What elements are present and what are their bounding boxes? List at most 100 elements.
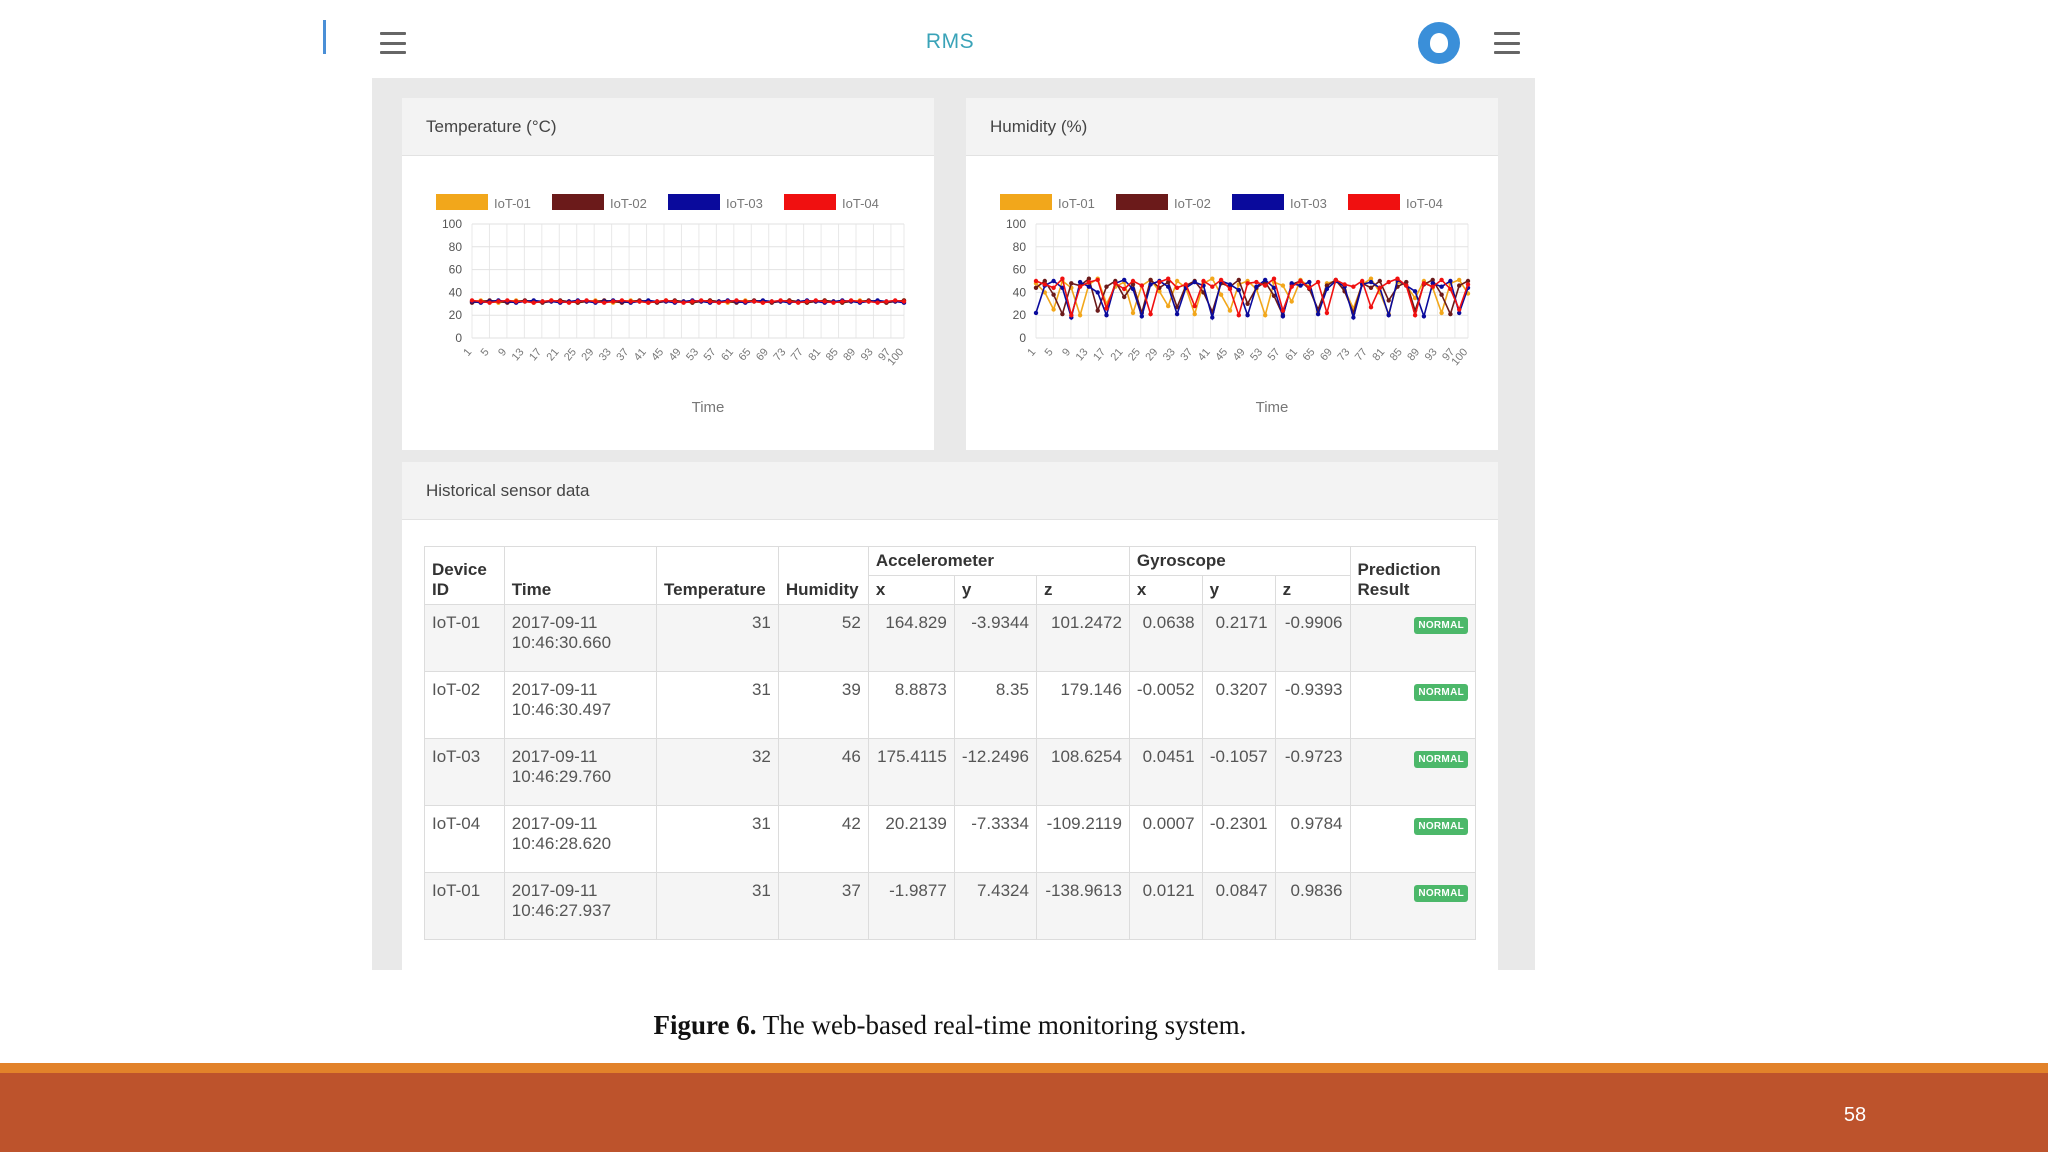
data-point (610, 299, 616, 304)
data-point (1236, 287, 1241, 293)
data-point (1307, 285, 1312, 290)
data-point (1227, 282, 1233, 287)
data-point (1351, 284, 1356, 289)
data-point (1439, 310, 1444, 316)
legend-swatch[interactable] (1232, 194, 1284, 210)
cell-time: 2017-09-11 10:46:29.760 (503, 738, 658, 806)
data-point (734, 298, 739, 303)
col-temperature[interactable]: Temperature (656, 546, 779, 605)
data-point (1395, 276, 1400, 281)
cell-device-id: IoT-02 (424, 671, 505, 739)
data-point (1368, 279, 1374, 285)
col-accel-x[interactable]: x (867, 575, 955, 605)
data-point (1377, 278, 1382, 284)
cell-accel-x: 20.2139 (867, 805, 955, 873)
cell-accel-z: -109.2119 (1035, 805, 1130, 873)
data-point (1122, 277, 1127, 283)
legend-label[interactable]: IoT-02 (1174, 196, 1211, 211)
data-point (1051, 307, 1056, 312)
col-gyro-y[interactable]: y (1201, 575, 1276, 605)
x-tick-label: 53 (684, 346, 701, 363)
col-time[interactable]: Time (503, 546, 658, 605)
legend-label[interactable]: IoT-04 (1406, 196, 1443, 211)
status-badge: NORMAL (1414, 818, 1468, 835)
legend-label[interactable]: IoT-03 (726, 196, 763, 211)
data-point (1271, 293, 1277, 298)
col-accel-z[interactable]: z (1035, 575, 1130, 605)
humidity-card-title: Humidity (%) (966, 98, 1498, 156)
data-point (1315, 311, 1321, 317)
hamburger-menu-icon[interactable] (1494, 32, 1520, 54)
data-point (1077, 279, 1083, 285)
legend-swatch[interactable] (1000, 194, 1052, 210)
data-point (1166, 276, 1171, 281)
data-point (804, 299, 810, 304)
data-point (672, 299, 677, 304)
x-tick-label: 49 (667, 346, 684, 363)
col-prediction-result[interactable]: Prediction Result (1349, 546, 1477, 605)
table-row[interactable]: IoT-01 2017-09-11 10:46:30.660 31 52 164.829-… (424, 604, 1477, 672)
temperature-chart-card: Temperature (°C) IoT-01 IoT-02 IoT-03 IoT-0… (402, 98, 934, 450)
data-point (778, 298, 783, 303)
col-humidity[interactable]: Humidity (777, 546, 869, 605)
x-tick-label: 85 (824, 346, 841, 363)
data-point (1166, 284, 1171, 289)
data-point (1360, 278, 1365, 284)
cell-accel-z: -138.9613 (1035, 872, 1130, 940)
data-point (1051, 292, 1056, 297)
table-row[interactable]: IoT-02 2017-09-11 10:46:30.497 31 39 8.8873 8.… (424, 671, 1477, 739)
table-row[interactable]: IoT-04 2017-09-11 10:46:28.620 31 42 20.2139-… (424, 805, 1477, 873)
data-point (1192, 311, 1197, 317)
data-point (699, 298, 704, 303)
sensor-data-table: Device ID Time Temperature Humidity Acce… (424, 546, 1477, 940)
x-tick-label: 29 (1143, 346, 1160, 363)
table-row[interactable]: IoT-01 2017-09-11 10:46:27.937 31 37 -1.9877 7… (424, 872, 1477, 940)
cell-gyro-y: 0.2171 (1201, 604, 1276, 672)
col-accel-y[interactable]: y (953, 575, 1037, 605)
app-top-bar: RMS (0, 0, 2048, 78)
data-point (1236, 313, 1241, 318)
data-point (540, 299, 545, 304)
data-point (893, 298, 898, 303)
legend-swatch[interactable] (552, 194, 604, 210)
cell-accel-x: -1.9877 (867, 872, 955, 940)
legend-label[interactable]: IoT-01 (1058, 196, 1095, 211)
x-tick-label: 85 (1388, 346, 1405, 363)
legend-swatch[interactable] (1116, 194, 1168, 210)
legend-label[interactable]: IoT-04 (842, 196, 879, 211)
legend-swatch[interactable] (668, 194, 720, 210)
legend-swatch[interactable] (1348, 194, 1400, 210)
legend-swatch[interactable] (784, 194, 836, 210)
data-point (1210, 284, 1215, 289)
data-point (1324, 286, 1330, 292)
col-gyro-z[interactable]: z (1274, 575, 1351, 605)
cell-gyro-z: -0.9393 (1274, 671, 1351, 739)
legend-label[interactable]: IoT-02 (610, 196, 647, 211)
cell-prediction-result: NORMAL (1349, 805, 1477, 873)
hamburger-menu-icon[interactable] (380, 32, 406, 54)
x-tick-label: 45 (1213, 346, 1230, 363)
cell-accel-x: 175.4115 (867, 738, 955, 806)
data-point (1069, 313, 1074, 318)
legend-label[interactable]: IoT-01 (494, 196, 531, 211)
x-tick-label: 89 (841, 346, 858, 363)
app-logo-icon[interactable] (1418, 22, 1460, 64)
data-point (1465, 278, 1471, 284)
status-badge: NORMAL (1414, 684, 1468, 701)
data-point (1157, 289, 1162, 294)
data-point (1174, 311, 1180, 317)
data-point (1263, 283, 1268, 288)
data-point (1157, 279, 1162, 285)
legend-label[interactable]: IoT-03 (1290, 196, 1327, 211)
data-point (725, 299, 730, 304)
data-point (1060, 285, 1065, 290)
col-device-id[interactable]: Device ID (424, 546, 505, 605)
cell-humidity: 46 (777, 738, 869, 806)
x-tick-label: 29 (579, 346, 596, 363)
table-row[interactable]: IoT-03 2017-09-11 10:46:29.760 32 46 175.4115… (424, 738, 1477, 806)
data-point (1148, 311, 1153, 317)
col-gyro-x[interactable]: x (1128, 575, 1203, 605)
data-point (901, 299, 907, 304)
legend-swatch[interactable] (436, 194, 488, 210)
x-axis-label: Time (692, 399, 725, 416)
